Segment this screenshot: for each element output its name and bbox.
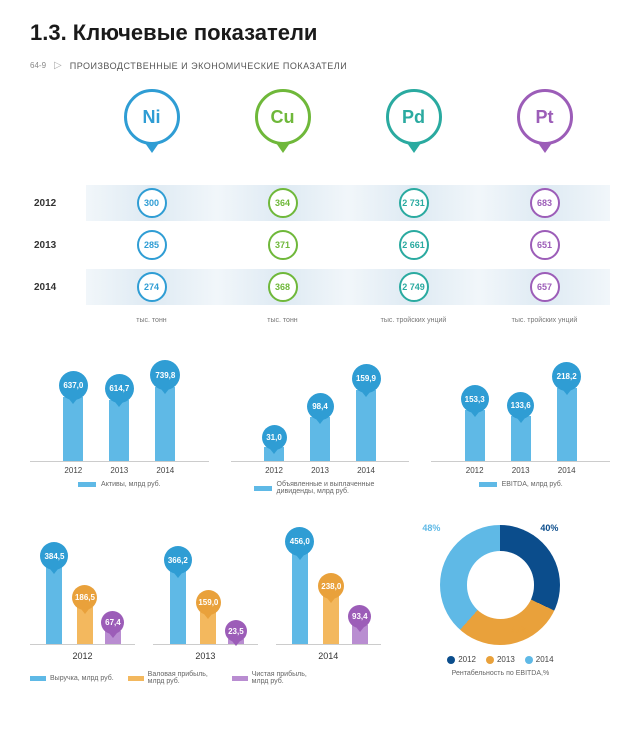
metal-value: 300 (137, 188, 167, 218)
donut-legend-year: 2014 (536, 655, 554, 664)
subhead: 64-9 ▷ ПРОИЗВОДСТВЕННЫЕ И ЭКОНОМИЧЕСКИЕ … (30, 60, 610, 71)
metal-value: 657 (530, 272, 560, 302)
value-bubble: 366,2 (164, 546, 192, 574)
chart-legend: Объявленные и выплаченные дивиденды, млр… (277, 481, 387, 495)
bar (557, 388, 577, 461)
metal-unit: тыс. тонн (217, 317, 348, 324)
donut-chart: 40% 37% 48% 2012 2013 2014 Рентабельность по E… (391, 525, 610, 677)
bar (465, 410, 485, 461)
value-bubble: 67,4 (101, 611, 124, 634)
subtitle: ПРОИЗВОДСТВЕННЫЕ И ЭКОНОМИЧЕСКИЕ ПОКАЗАТ… (70, 61, 347, 71)
value-bubble: 238,0 (318, 573, 344, 599)
series-legend: Чистая прибыль, млрд руб. (252, 671, 322, 685)
metal-unit: тыс. тройских унций (348, 317, 479, 324)
series-legend: Валовая прибыль, млрд руб. (148, 671, 218, 685)
donut-slice-label: 40% (540, 523, 558, 533)
metal-value: 274 (137, 272, 167, 302)
value-bubble: 23,5 (225, 620, 247, 642)
metal-drop-Ni: Ni (86, 89, 217, 153)
value-bubble: 153,3 (461, 385, 489, 413)
metal-value: 364 (268, 188, 298, 218)
metal-value: 651 (530, 230, 560, 260)
metal-value: 2 731 (399, 188, 429, 218)
bar (109, 400, 129, 461)
metals-table: Ni Cu Pd Pt 2012 300 364 2 731 683 2013 285 371… (30, 89, 610, 324)
value-bubble: 637,0 (59, 371, 88, 400)
grouped-bars: 384,5 186,5 67,4 2012366,2 159,0 23,5 20… (30, 525, 381, 685)
value-bubble: 614,7 (105, 374, 134, 403)
metal-drop-Cu: Cu (217, 89, 348, 153)
chart-legend: Активы, млрд руб. (101, 481, 161, 488)
page-ref: 64-9 (30, 61, 46, 70)
value-bubble: 93,4 (348, 605, 371, 628)
value-bubble: 133,6 (507, 392, 534, 419)
metal-value: 2 661 (399, 230, 429, 260)
value-bubble: 218,2 (552, 362, 581, 391)
mini-charts-row: 637,0 614,7 739,8 201220132014Активы, мл… (30, 352, 610, 495)
bar (323, 596, 339, 644)
value-bubble: 31,0 (262, 425, 287, 450)
page-title: 1.3. Ключевые показатели (30, 20, 610, 46)
bar (292, 553, 308, 644)
year-label: 2014 (30, 269, 86, 305)
donut-legend-year: 2012 (458, 655, 476, 664)
metal-value: 368 (268, 272, 298, 302)
chart-legend: EBITDA, млрд руб. (502, 481, 563, 488)
value-bubble: 456,0 (285, 527, 314, 556)
bar (170, 571, 186, 644)
metal-unit: тыс. тройских унций (479, 317, 610, 324)
metal-value: 683 (530, 188, 560, 218)
metal-value: 371 (268, 230, 298, 260)
donut-caption: Рентабельность по EBITDA,% (391, 670, 610, 677)
metal-value: 285 (137, 230, 167, 260)
bar (356, 390, 376, 461)
donut-slice-label: 48% (422, 523, 440, 533)
value-bubble: 384,5 (40, 542, 68, 570)
year-label: 2012 (30, 185, 86, 221)
donut-legend-year: 2013 (497, 655, 515, 664)
value-bubble: 739,8 (150, 360, 180, 390)
value-bubble: 159,9 (352, 364, 381, 393)
bar (155, 387, 175, 461)
value-bubble: 159,0 (196, 590, 221, 615)
bar (46, 567, 62, 644)
bottom-row: 384,5 186,5 67,4 2012 366,2 159,0 23,5 20… (30, 525, 610, 685)
arrow-icon: ▷ (54, 60, 62, 71)
value-bubble: 98,4 (307, 393, 334, 420)
bar (63, 397, 83, 461)
donut-slice-label: 37% (510, 625, 528, 635)
series-legend: Выручка, млрд руб. (50, 675, 114, 682)
value-bubble: 186,5 (72, 585, 97, 610)
metal-drop-Pd: Pd (348, 89, 479, 153)
year-label: 2013 (30, 227, 86, 263)
metal-drop-Pt: Pt (479, 89, 610, 153)
metal-unit: тыс. тонн (86, 317, 217, 324)
metal-value: 2 749 (399, 272, 429, 302)
